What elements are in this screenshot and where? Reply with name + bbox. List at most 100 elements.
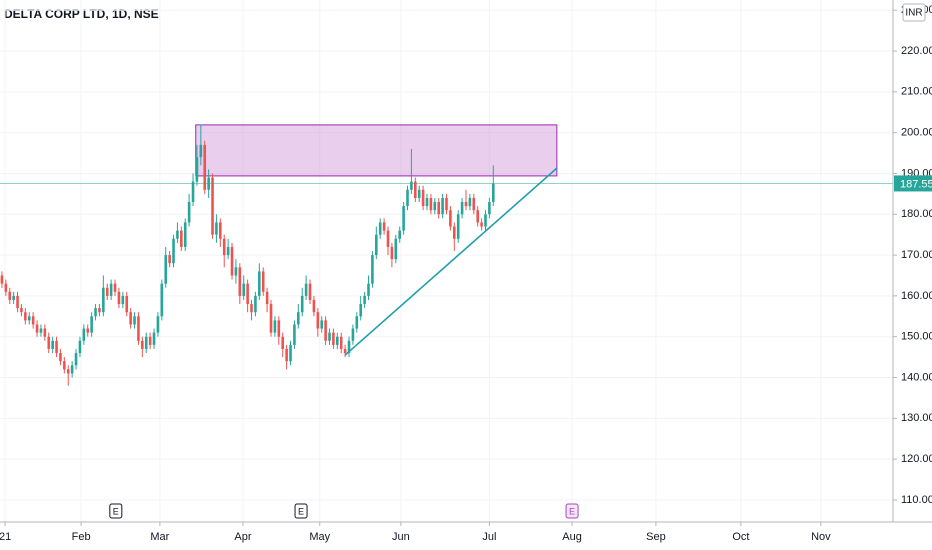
candle-body — [8, 291, 12, 300]
x-tick-label: 21 — [0, 531, 11, 543]
candle-body — [254, 295, 257, 313]
candle-body — [35, 324, 39, 333]
candle-body — [176, 230, 179, 239]
x-tick-label: Jul — [482, 531, 496, 543]
candle-body — [63, 361, 66, 370]
event-marker — [294, 503, 308, 519]
candle-body — [191, 181, 195, 203]
event-marker — [565, 503, 579, 519]
x-tick-label: May — [309, 531, 330, 543]
event-marker — [109, 503, 123, 519]
candle-body — [347, 340, 351, 354]
candle-body — [269, 304, 273, 333]
candle-body — [16, 295, 19, 309]
candle-body — [211, 177, 214, 235]
candle-body — [258, 271, 261, 296]
candle-body — [421, 189, 425, 207]
candle-body — [355, 316, 359, 329]
candle-body — [31, 316, 35, 325]
candle-body — [109, 283, 113, 296]
candle-body — [449, 210, 452, 227]
candle-body — [285, 348, 288, 362]
candle-body — [293, 324, 296, 345]
candle-body — [277, 320, 281, 337]
candle-body — [86, 328, 90, 333]
candle-body — [429, 197, 433, 211]
candle-body — [410, 181, 413, 190]
candle-body — [59, 353, 62, 362]
candle-body — [0, 275, 4, 284]
candle-body — [51, 340, 54, 349]
candle-body — [20, 308, 23, 313]
candle-body — [238, 267, 242, 296]
candle-body — [414, 181, 417, 198]
candle-body — [121, 295, 125, 305]
candle-body — [300, 295, 304, 313]
candle-body — [332, 332, 335, 345]
y-tick-label: 170.00 — [901, 249, 932, 261]
candle-body — [452, 226, 456, 239]
candle-body — [12, 295, 15, 300]
y-tick-label: 120.00 — [901, 453, 932, 465]
trendline — [344, 167, 558, 356]
candle-body — [425, 197, 429, 207]
y-tick-label: 150.00 — [901, 331, 932, 343]
candle-body — [367, 283, 370, 296]
candle-body — [433, 202, 437, 211]
candle-body — [156, 316, 160, 333]
x-tick-label: Feb — [72, 531, 91, 543]
candle-body — [336, 336, 339, 345]
event-label: E — [298, 506, 304, 516]
y-tick-label: 200.00 — [901, 127, 932, 139]
currency-box — [902, 3, 926, 22]
candle-body — [445, 197, 448, 211]
candle-body — [172, 238, 175, 264]
candle-body — [78, 340, 82, 354]
candle-body — [230, 246, 234, 276]
y-tick-label: 210.00 — [901, 86, 932, 98]
candle-body — [215, 222, 218, 235]
candle-body — [308, 283, 312, 300]
candle-body — [394, 238, 398, 260]
candle-body — [359, 304, 363, 317]
x-tick-label: Apr — [234, 531, 251, 543]
candle-body — [27, 316, 31, 321]
candle-body — [102, 287, 105, 313]
candle-body — [378, 222, 382, 235]
candle-body — [281, 336, 285, 349]
candle-body — [297, 312, 300, 325]
candle-body — [144, 336, 148, 349]
grid — [0, 0, 893, 522]
candle-body — [129, 312, 132, 325]
candle-body — [441, 197, 444, 215]
y-tick-label: 220.00 — [901, 45, 932, 57]
candle-body — [406, 189, 409, 207]
candle-body — [491, 183, 495, 203]
candle-body — [168, 255, 171, 264]
candle-body — [183, 222, 187, 247]
candle-body — [316, 312, 320, 329]
candle-body — [125, 295, 129, 313]
candle-body — [343, 348, 347, 354]
plot — [0, 124, 893, 386]
candle-body — [94, 308, 97, 317]
candle-body — [351, 328, 355, 341]
candle-body — [164, 255, 168, 284]
y-tick-label: 130.00 — [901, 412, 932, 424]
candle-body — [402, 206, 405, 231]
zone — [195, 124, 558, 177]
candle-body — [484, 214, 487, 227]
candle-body — [460, 202, 464, 215]
candle-body — [141, 340, 144, 349]
candle-body — [289, 344, 292, 362]
candle-body — [105, 287, 109, 296]
candle-body — [417, 189, 421, 198]
candle-body — [90, 316, 93, 333]
candle-body — [4, 283, 8, 292]
candle-body — [180, 230, 183, 247]
candle-body — [39, 328, 43, 333]
candle-body — [312, 299, 316, 313]
candle-body — [363, 295, 366, 305]
candle-body — [242, 283, 246, 296]
